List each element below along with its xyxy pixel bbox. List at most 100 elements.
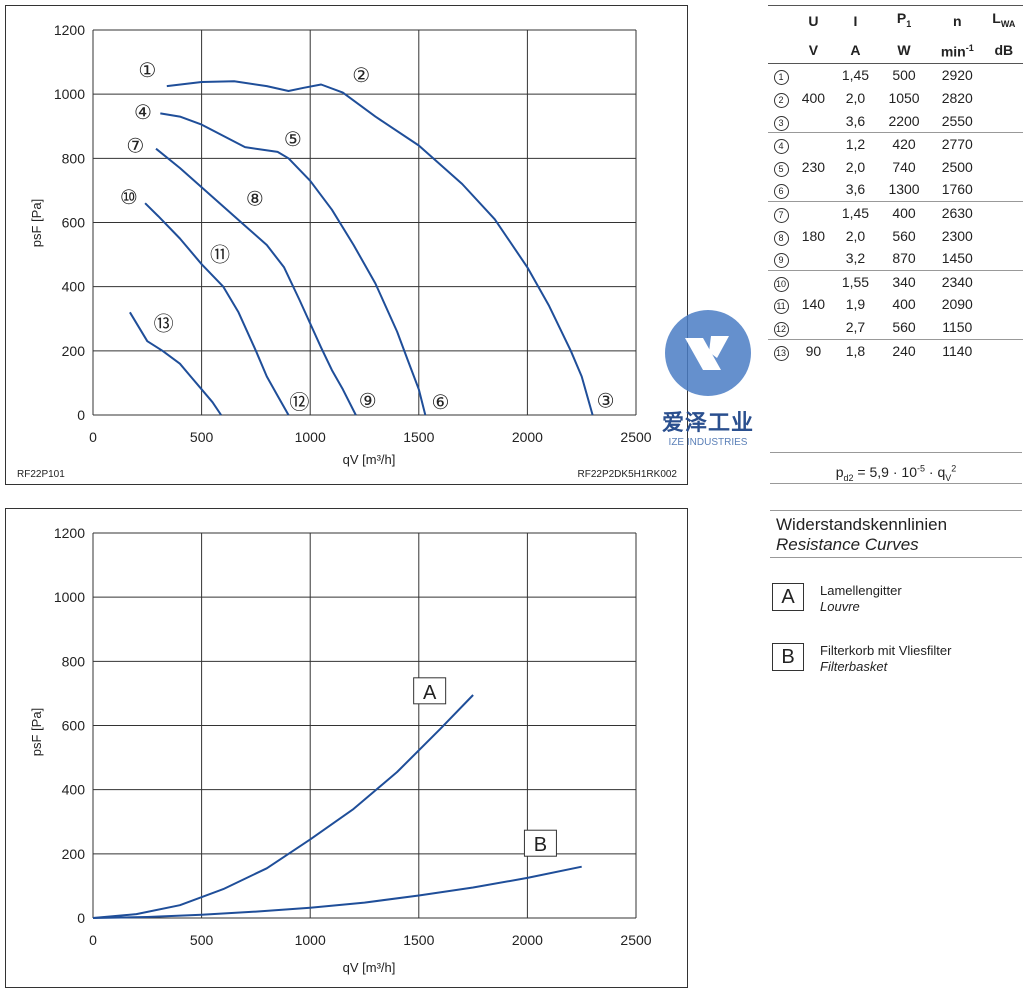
- y-axis-label: psF [Pa]: [29, 199, 44, 247]
- table-cell: [794, 110, 833, 133]
- formula-text: pd2 = 5,9 · 10-5 · qV2: [835, 463, 957, 483]
- y-tick-label: 400: [62, 782, 86, 798]
- table-cell: [985, 156, 1023, 179]
- dynamic-pressure-formula: pd2 = 5,9 · 10-5 · qV2: [770, 452, 1022, 484]
- x-tick-label: 1000: [295, 932, 326, 948]
- annotation-label: ①: [138, 60, 156, 82]
- annotation-label: ②: [352, 65, 370, 87]
- table-body: 1 1,45 500 2920 2 400 2,0 1050 2820 3 3,6 2200 2550 4…: [768, 64, 1023, 363]
- header-cell: P1: [878, 4, 930, 36]
- curve-number-cell: 10: [768, 269, 794, 294]
- table-cell: 2920: [941, 67, 973, 84]
- annotation-label: ⑪: [210, 244, 230, 267]
- tick-labels: 0 500 1000 1500 2000 2500 0 200 400 600 800 1000 120…: [54, 525, 652, 948]
- x-tick-label: 2000: [512, 429, 543, 445]
- curve-number-cell: 11: [768, 293, 794, 316]
- curve-number-icon: 6: [773, 184, 789, 200]
- legend-key-box: B: [772, 643, 804, 671]
- curve-number-icon: 4: [773, 139, 789, 155]
- table-cell: [985, 64, 1023, 87]
- annotation-label: ③: [597, 391, 615, 413]
- footer-right: RF22P2DK5H1RK002: [578, 469, 678, 480]
- legend-text: Lamellengitter Louvre: [820, 583, 902, 614]
- y-tick-label: 0: [77, 910, 85, 926]
- annotation-box: [523, 829, 557, 857]
- series-group: [92, 694, 582, 919]
- table-cell: 1,45: [832, 201, 879, 225]
- table-row: 1 1,45 500 2920: [768, 64, 1023, 87]
- x-axis-label: qV [m³/h]: [343, 452, 396, 467]
- table-cell: [794, 201, 833, 225]
- x-tick-label: 2500: [620, 932, 651, 948]
- table-row: 3 3,6 2200 2550: [768, 110, 1023, 133]
- footer-left: RF22P101: [17, 469, 65, 480]
- table-row: 12 2,7 560 1150: [768, 316, 1023, 339]
- legend-key-box: A: [772, 583, 804, 611]
- table-header-units: U I P1 n LWA: [768, 4, 1023, 36]
- legend-text: Filterkorb mit Vliesfilter Filterbasket: [820, 643, 952, 674]
- chart-grid: [92, 532, 637, 919]
- curve-number-cell: 5: [768, 156, 794, 179]
- table-row: 7 1,45 400 2630: [768, 201, 1023, 225]
- table-cell: 400: [892, 296, 916, 313]
- table-cell: [794, 132, 833, 156]
- curve-number-icon: 9: [773, 253, 789, 269]
- curve-number-icon: 8: [773, 230, 789, 246]
- x-tick-label: 2000: [512, 932, 543, 948]
- table-row: 4 1,2 420 2770: [768, 132, 1023, 156]
- header-cell: A: [832, 35, 879, 65]
- table-cell: [794, 178, 833, 201]
- watermark-logo: 爱泽工业 IZE INDUSTRIES: [660, 308, 756, 448]
- y-tick-label: 800: [62, 150, 86, 166]
- header-cell: U: [794, 4, 833, 36]
- curve-number-icon: 13: [773, 345, 789, 361]
- x-tick-label: 1000: [295, 429, 326, 445]
- table-cell: 1760: [941, 181, 973, 198]
- watermark-icon: [665, 310, 751, 396]
- table-row: 6 3,6 1300 1760: [768, 178, 1023, 201]
- x-tick-label: 500: [190, 932, 214, 948]
- curve-number-cell: 9: [768, 247, 794, 270]
- series-line-7-9: [155, 147, 357, 416]
- header-cell: [768, 35, 794, 65]
- table-cell: 3,6: [845, 112, 866, 129]
- x-tick-label: 1500: [403, 429, 434, 445]
- y-tick-label: 1000: [54, 589, 85, 605]
- table-cell: 340: [878, 269, 930, 294]
- table-cell: 2340: [929, 269, 985, 294]
- table-cell: 740: [892, 158, 916, 175]
- table-cell: 140: [801, 296, 826, 313]
- header-cell: I: [832, 4, 879, 36]
- table-cell: 500: [892, 67, 916, 84]
- annotation-box: [413, 677, 447, 705]
- curve-number-cell: 4: [768, 132, 794, 156]
- resistance-curves-chart: 0 500 1000 1500 2000 2500 0 200 400 600 800 1000 120…: [5, 508, 688, 988]
- annotation-label: ④: [134, 102, 152, 124]
- header-cell: W: [878, 35, 930, 65]
- table-cell: 1,8: [832, 338, 879, 363]
- annotation-label: B: [534, 834, 547, 856]
- table-cell: 2550: [941, 112, 973, 129]
- header-cell: dB: [984, 35, 1023, 65]
- table-row: 9 3,2 870 1450: [768, 247, 1023, 270]
- title-english: Resistance Curves: [776, 535, 919, 554]
- y-tick-label: 1200: [54, 525, 85, 541]
- table-cell: 2500: [941, 158, 973, 175]
- curve-number-cell: 2: [768, 87, 794, 110]
- curve-number-icon: 11: [773, 299, 789, 315]
- table-cell: 90: [794, 338, 833, 363]
- table-cell: [984, 201, 1023, 225]
- table-cell: 2200: [888, 112, 920, 129]
- curve-number-icon: 12: [773, 321, 789, 337]
- curve-number-icon: 1: [773, 70, 789, 86]
- annotation-label: ⑫: [289, 391, 309, 414]
- table-cell: 1300: [888, 181, 920, 198]
- table-cell: 2300: [941, 227, 973, 244]
- curve-number-icon: 5: [773, 161, 789, 177]
- table-row: 13 90 1,8 240 1140: [768, 338, 1023, 363]
- chart-grid: [92, 29, 637, 416]
- table-cell: [794, 64, 833, 87]
- table-cell: 2820: [941, 90, 973, 107]
- annotation-label: ⑧: [246, 188, 264, 210]
